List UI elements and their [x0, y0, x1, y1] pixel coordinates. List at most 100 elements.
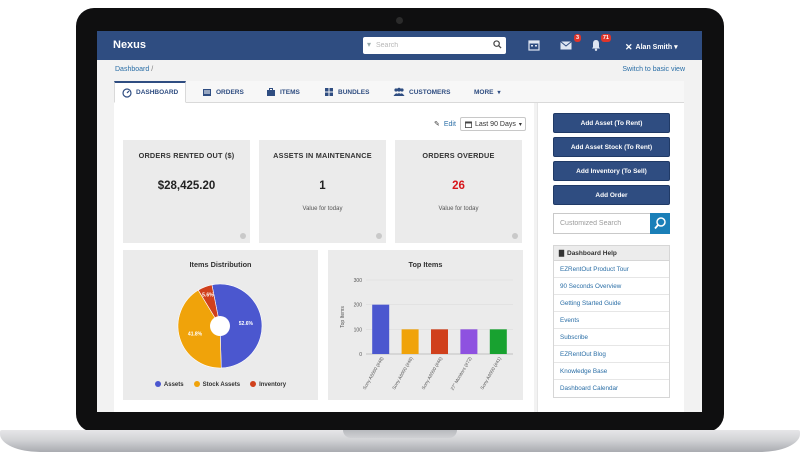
y-axis-label: Top Items: [340, 306, 346, 328]
info-icon[interactable]: [376, 233, 382, 239]
legend-item-inventory[interactable]: Inventory: [250, 381, 286, 388]
global-search[interactable]: ▾: [363, 37, 506, 54]
tab-dashboard[interactable]: DASHBOARD: [114, 81, 187, 103]
bar[interactable]: [372, 304, 390, 354]
bar[interactable]: [431, 329, 448, 354]
kpi-value: $28,425.20: [157, 180, 216, 192]
tab-bundles[interactable]: BUNDLES: [324, 81, 369, 103]
breadcrumb-separator: /: [151, 66, 154, 73]
help-link[interactable]: Subscribe: [554, 329, 669, 346]
kpi-value: 26: [452, 180, 465, 192]
breadcrumb-bar: Dashboard / Switch to basic view: [97, 60, 702, 78]
help-link[interactable]: EZRentOut Blog: [554, 346, 669, 363]
y-tick-label: 300: [354, 278, 363, 284]
customized-search-button[interactable]: [650, 213, 670, 234]
tab-items[interactable]: ITEMS: [266, 81, 300, 103]
bar[interactable]: [460, 329, 478, 354]
add-asset-to-rent-button[interactable]: Add Asset (To Rent): [553, 113, 670, 133]
customized-search: [553, 213, 670, 234]
bell-icon: [592, 40, 600, 51]
customized-search-input[interactable]: [553, 213, 651, 234]
tab-label: ORDERS: [216, 88, 244, 96]
help-link[interactable]: EZRentOut Product Tour: [554, 261, 669, 278]
briefcase-icon: [267, 88, 275, 96]
calendar-icon: [465, 120, 472, 128]
search-input[interactable]: [376, 39, 486, 52]
laptop-notch: [343, 430, 457, 438]
envelope-icon: [560, 41, 572, 50]
brand-title[interactable]: Nexus: [113, 39, 147, 51]
bar[interactable]: [401, 329, 419, 354]
kpi-title: ORDERS RENTED OUT ($): [138, 151, 235, 160]
chevron-down-icon[interactable]: ▾: [367, 40, 372, 49]
switch-basic-view-link[interactable]: Switch to basic view: [622, 66, 685, 73]
x-tick-label: Sony A6000 (#48): [362, 356, 385, 391]
period-label: Last 90 Days: [475, 120, 516, 128]
legend-item-stock-assets[interactable]: Stock Assets: [193, 381, 240, 388]
app-screen: Nexus ▾: [97, 31, 702, 412]
calendar-button[interactable]: [527, 38, 541, 52]
breadcrumb-dashboard-link[interactable]: Dashboard: [115, 66, 150, 73]
pie-legend: Assets Stock Assets Inventory: [123, 381, 318, 388]
help-link[interactable]: 90 Seconds Overview: [554, 278, 669, 295]
caret-down-icon: ▾: [497, 89, 501, 96]
y-tick-label: 0: [359, 352, 362, 358]
caret-down-icon: ▾: [518, 121, 522, 128]
tab-customers[interactable]: CUSTOMERS: [393, 81, 450, 103]
messages-button[interactable]: 3: [559, 34, 581, 52]
x-tick-label: Sony A6000 (#41): [479, 356, 502, 391]
tab-more[interactable]: MORE ▾: [474, 81, 501, 103]
info-icon[interactable]: [240, 233, 246, 239]
tab-label: DASHBOARD: [136, 89, 179, 96]
tab-orders[interactable]: ORDERS: [202, 81, 244, 103]
pie-slice-stock-assets[interactable]: [177, 289, 222, 369]
add-asset-stock-button[interactable]: Add Asset Stock (To Rent): [553, 137, 670, 157]
top-items-panel: Top Items 0 100 200 300 Top Items Sony A6000 …: [328, 250, 523, 400]
right-sidebar: Add Asset (To Rent) Add Asset Stock (To …: [537, 103, 684, 412]
add-inventory-button[interactable]: Add Inventory (To Sell): [553, 161, 670, 181]
caret-down-icon: ▾: [674, 44, 678, 51]
edit-label: Edit: [443, 120, 456, 128]
legend-item-assets[interactable]: Assets: [154, 381, 184, 388]
edit-link[interactable]: ✎ Edit: [434, 120, 456, 129]
help-link[interactable]: Events: [554, 312, 669, 329]
help-title: Dashboard Help: [567, 249, 617, 257]
help-header: ▇ Dashboard Help: [554, 246, 669, 261]
panel-title: Top Items: [408, 260, 443, 269]
pie-slice-inventory[interactable]: [197, 284, 221, 327]
top-navbar: Nexus ▾: [97, 31, 702, 60]
items-distribution-panel: Items Distribution 52.6% 41.8% 5.6% Assets…: [123, 250, 318, 400]
pie-chart: 52.6% 41.8% 5.6%: [177, 283, 263, 369]
bar-chart: 0 100 200 300 Top Items Sony A6000 (#48) Sony …: [340, 278, 513, 391]
x-tick-label: 27" Monitors (#72): [450, 356, 473, 391]
dashboard-help-panel: ▇ Dashboard Help EZRentOut Product Tour …: [553, 245, 670, 398]
tab-label: CUSTOMERS: [409, 88, 451, 96]
add-order-button[interactable]: Add Order: [553, 185, 670, 205]
kpi-subtitle: Value for today: [302, 206, 343, 212]
kpi-orders-overdue[interactable]: ORDERS OVERDUE 26 Value for today: [395, 140, 522, 243]
kpi-assets-in-maintenance[interactable]: ASSETS IN MAINTENANCE 1 Value for today: [259, 140, 386, 243]
pie-slice-assets[interactable]: [211, 283, 263, 369]
calendar-icon: [528, 40, 540, 51]
pie-slice-label: 52.6%: [239, 321, 254, 327]
help-link[interactable]: Dashboard Calendar: [560, 385, 619, 392]
user-menu[interactable]: ✕ Alan Smith ▾: [625, 41, 678, 52]
pencil-icon: ✎: [434, 121, 440, 128]
panel-title: Items Distribution: [189, 260, 252, 269]
help-link[interactable]: Knowledge Base: [554, 363, 669, 380]
book-icon: ▇: [559, 250, 564, 257]
kpi-orders-rented-out[interactable]: ORDERS RENTED OUT ($) $28,425.20: [123, 140, 250, 243]
bundles-icon: [325, 88, 333, 96]
search-icon[interactable]: [493, 40, 502, 49]
period-select[interactable]: Last 90 Days ▾: [460, 117, 526, 131]
camera-dot: [396, 17, 403, 24]
kpi-title: ORDERS OVERDUE: [422, 151, 495, 160]
help-link[interactable]: Getting Started Guide: [554, 295, 669, 312]
info-icon[interactable]: [512, 233, 518, 239]
pie-slice-label: 5.6%: [202, 293, 214, 299]
orders-icon: [203, 89, 211, 96]
y-tick-label: 100: [354, 327, 363, 333]
alerts-button[interactable]: 71: [589, 34, 611, 52]
pie-slice-label: 41.8%: [188, 331, 203, 337]
bar[interactable]: [489, 329, 507, 354]
